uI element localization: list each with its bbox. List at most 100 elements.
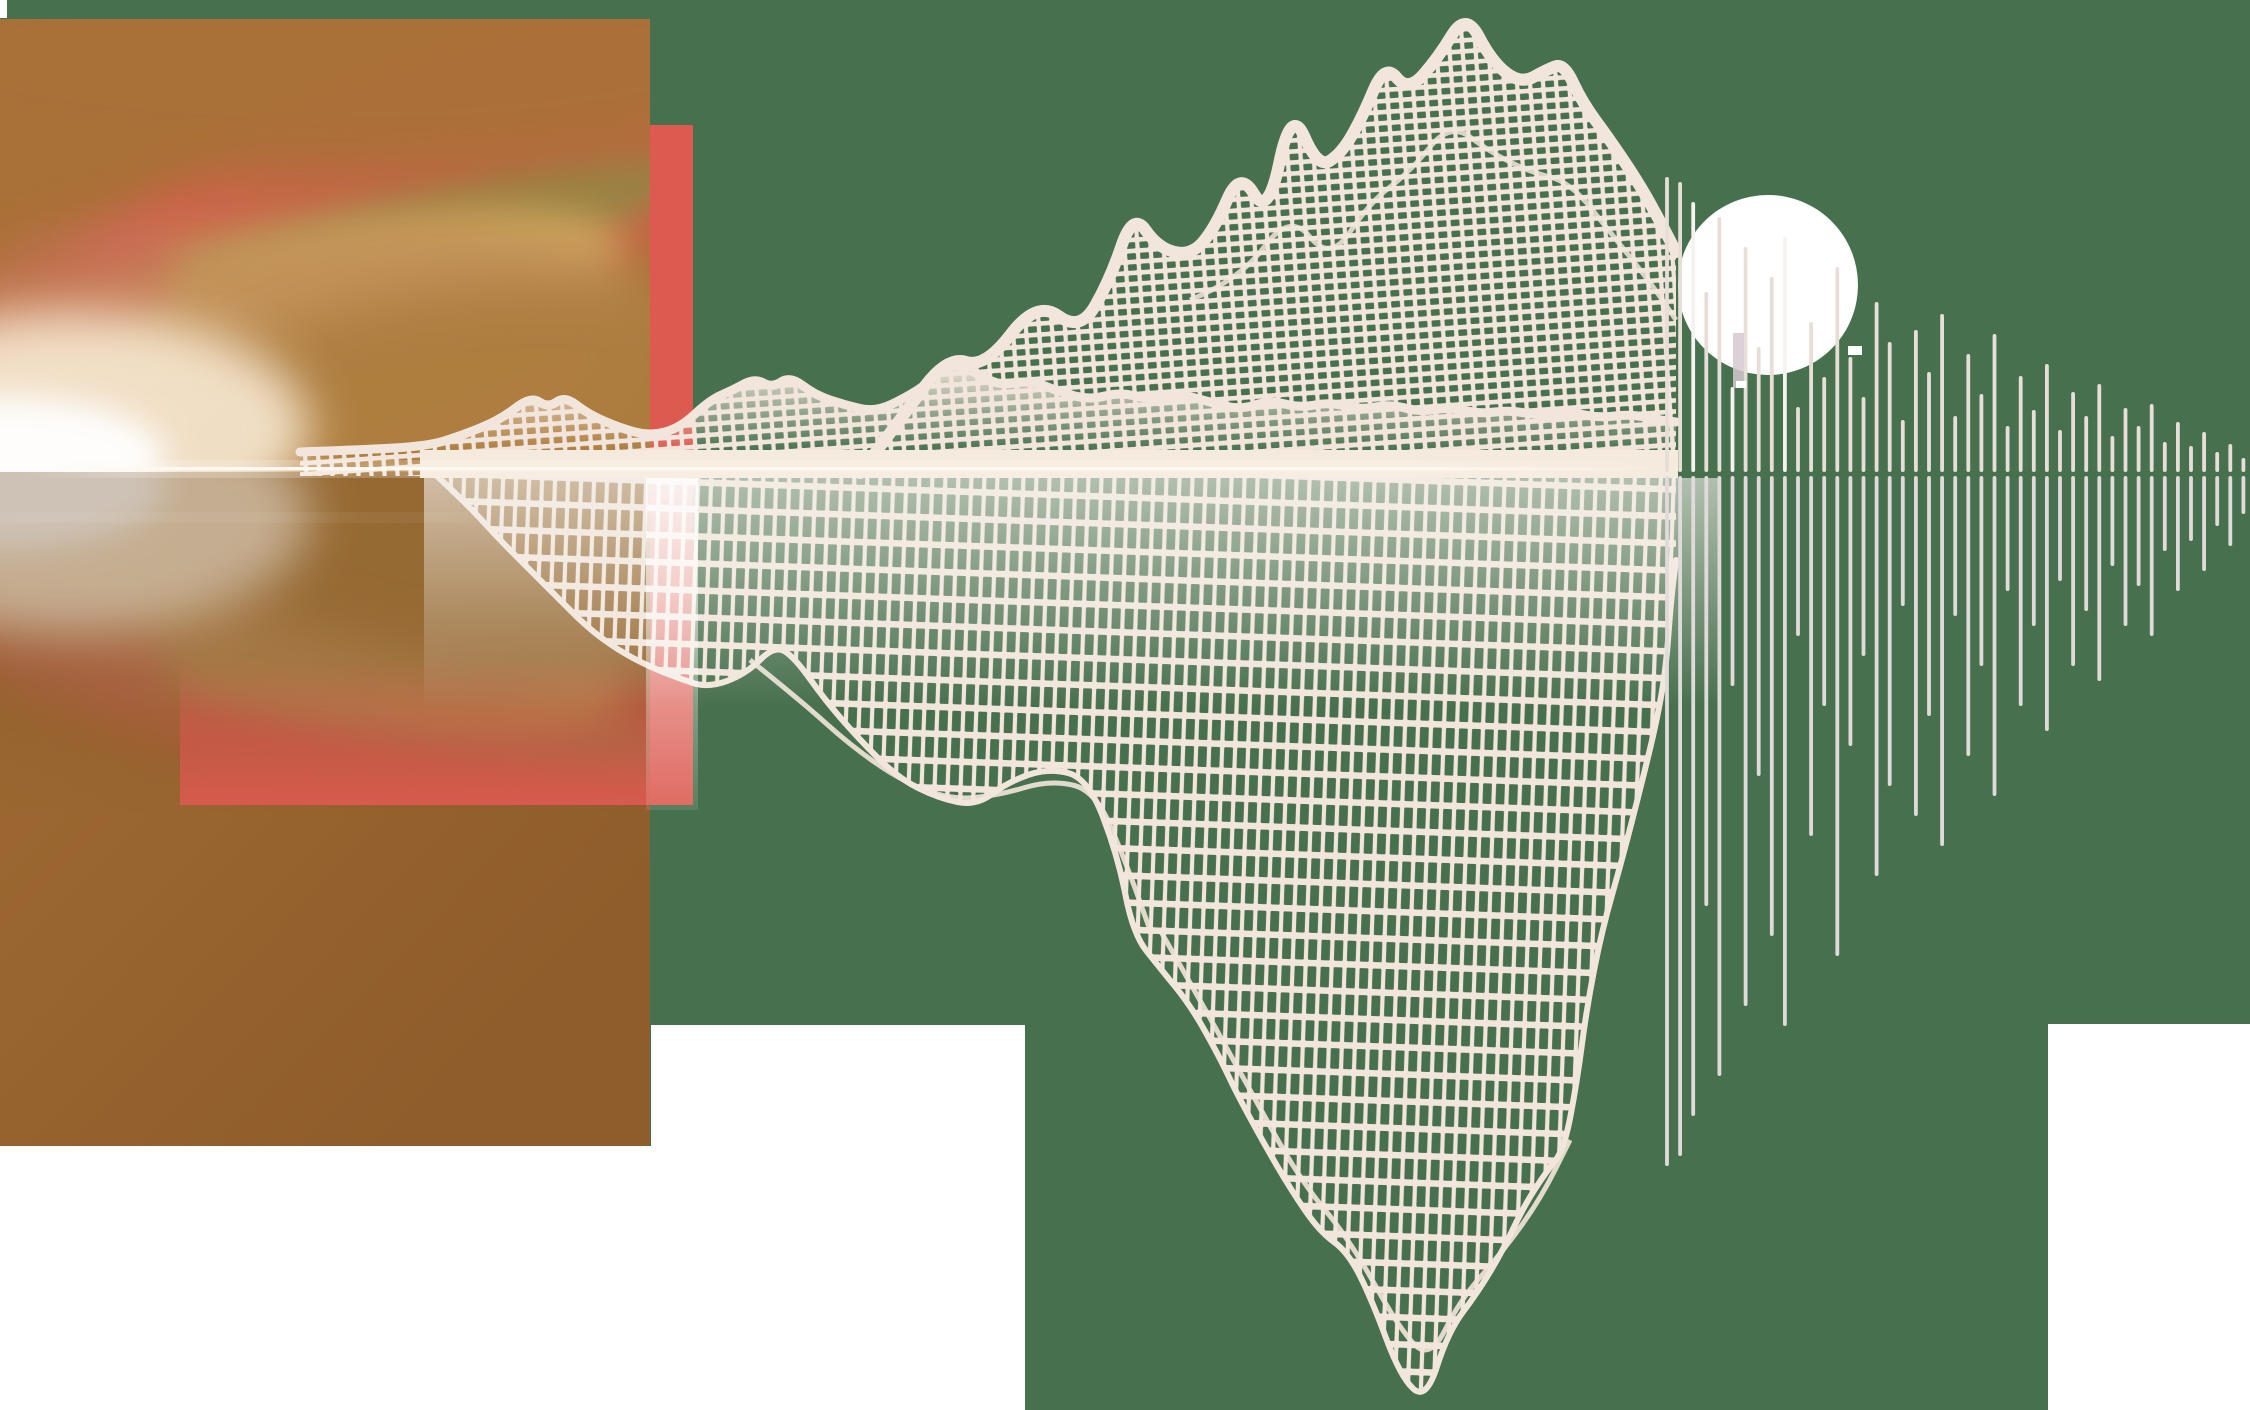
waveform-bar-down: [1835, 476, 1840, 956]
white-margin-region-2: [651, 1025, 1025, 1410]
waveform-bar-down: [2097, 476, 2102, 681]
waveform-bars: [1665, 177, 2246, 1166]
waveform-bar-up: [1665, 177, 1669, 472]
white-margin-region-3: [2048, 1024, 2250, 1410]
underwater-contour-0: [748, 658, 1153, 931]
waveform-bar-down: [2149, 476, 2154, 636]
waveform-bar-up: [2123, 408, 2128, 472]
waveform-bar-down: [2045, 476, 2049, 731]
waveform-bar-down: [2136, 476, 2141, 586]
waveform-bar-down: [2005, 476, 2010, 591]
waveform-bar-up: [1979, 394, 1984, 472]
waveform-bar-up: [1953, 416, 1958, 472]
waveform-bar-up: [1822, 377, 1827, 472]
waveform-bar-up: [1861, 397, 1866, 472]
waveform-bar-down: [1887, 476, 1892, 786]
waveform-bar-down: [1874, 476, 1879, 876]
smoke-gradient-upper: [0, 19, 650, 472]
waveform-bar-down: [2123, 476, 2128, 626]
waveform-bar-down: [1940, 476, 1944, 846]
waveform-bar-down: [2071, 476, 2075, 666]
waveform-bar-down: [1783, 476, 1787, 1026]
waveform-bar-up: [2031, 410, 2036, 472]
waveform-bar-up: [1756, 347, 1761, 472]
waveform-bar-up: [1874, 302, 1879, 472]
waveform-bar-up: [2176, 422, 2180, 472]
waveform-bar-down: [1717, 476, 1722, 1076]
waveform-bar-down: [1992, 476, 1997, 796]
waveform-bar-up: [2018, 376, 2023, 472]
waveform-bar-down: [2202, 476, 2206, 571]
waveform-bar-up: [1835, 267, 1840, 472]
red-strip-reflection-veil: [646, 478, 698, 810]
waveform-bar-down: [2162, 476, 2167, 551]
waveform-bar-down: [1966, 476, 1971, 756]
waveform-bar-up: [2045, 364, 2049, 472]
waveform-bar-down: [2031, 476, 2036, 626]
white-margin-region-1: [0, 1146, 651, 1410]
secondary-reflection-line: [0, 515, 470, 520]
waveform-bar-up: [1743, 247, 1748, 472]
waveform-bar-up: [2202, 432, 2206, 472]
smoke-band-7: [0, 472, 166, 548]
waveform-bar-down: [1809, 476, 1813, 836]
waveform-bar-up: [2228, 444, 2233, 472]
waveform-bar-up: [2136, 426, 2141, 472]
waveform-bar-down: [1848, 476, 1853, 746]
waveform-bar-down: [2084, 476, 2089, 611]
waveform-bar-up: [2149, 404, 2154, 472]
waveform-bar-down: [1691, 476, 1696, 1116]
waveform-bar-up: [1900, 420, 1905, 472]
waveform-bar-up: [1992, 334, 1997, 472]
white-margin-region-0: [0, 0, 7, 18]
waveform-bar-up: [1717, 217, 1722, 472]
waveform-bar-up: [1678, 182, 1682, 472]
waveform-bar-up: [2110, 436, 2115, 472]
smoke-band-8: [0, 19, 650, 180]
waveform-bar-up: [1783, 237, 1787, 472]
waveform-bar-down: [2215, 476, 2220, 526]
waveform-bar-down: [2189, 476, 2193, 541]
waveform-bar-up: [1914, 330, 1918, 472]
waveform-bar-down: [1730, 476, 1735, 686]
glitch-artifact-1: [1848, 346, 1862, 355]
waveform-bar-up: [1704, 292, 1709, 472]
waveform-bar-up: [1769, 277, 1774, 472]
waveform-bar-down: [1979, 476, 1984, 666]
waveform-bar-up: [2215, 452, 2220, 472]
horizon-beach-band: [420, 450, 1678, 478]
waveform-bar-up: [1966, 354, 1971, 472]
waveform-bar-up: [2189, 446, 2193, 472]
waveform-bar-down: [1665, 476, 1669, 1166]
waveform-bar-up: [1848, 357, 1853, 472]
waveform-bar-down: [1900, 476, 1905, 606]
waveform-bar-down: [1953, 476, 1958, 616]
underwater-contour-1: [1157, 928, 1573, 1353]
glitch-artifact-2: [1736, 381, 1746, 388]
waveform-bar-down: [1927, 476, 1931, 716]
waveform-bar-down: [1756, 476, 1761, 776]
waveform-bar-down: [1704, 476, 1709, 906]
waveform-bar-up: [2162, 442, 2167, 472]
waveform-bar-up: [2058, 430, 2062, 472]
waveform-bar-up: [1940, 314, 1944, 472]
horizon-line: [22, 467, 1672, 471]
waveform-bar-down: [1743, 476, 1748, 1006]
waveform-bar-down: [1796, 476, 1800, 636]
waveform-bar-down: [2110, 476, 2115, 566]
waveform-bar-down: [2176, 476, 2180, 591]
waveform-bar-up: [2097, 384, 2102, 472]
waveform-bar-up: [1730, 387, 1735, 472]
waveform-bar-up: [1691, 202, 1696, 472]
waveform-bar-up: [1887, 342, 1892, 472]
glitch-artifact-0: [1733, 333, 1744, 388]
smoke-band-7: [0, 396, 166, 472]
waveform-bar-down: [2241, 476, 2246, 514]
waveform-bar-up: [1809, 322, 1813, 472]
waveform-bar-up: [1927, 372, 1931, 472]
smoke-band-8: [0, 764, 650, 812]
underwater-veil: [424, 478, 1720, 708]
waveform-bar-up: [2005, 426, 2010, 472]
